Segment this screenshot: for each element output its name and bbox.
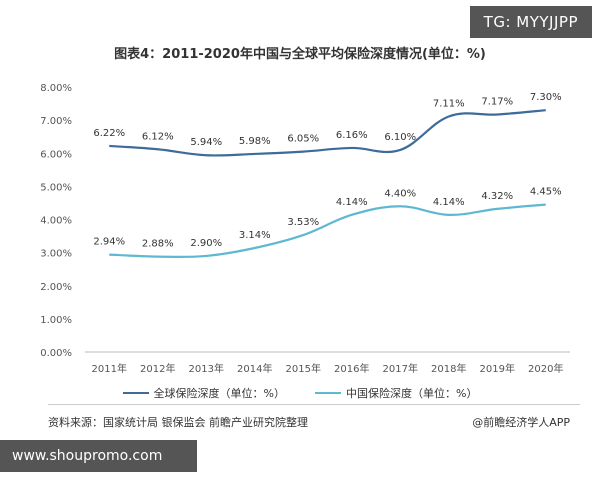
data-label: 6.10%: [384, 132, 416, 143]
x-tick-label: 2013年: [189, 362, 224, 375]
x-tick-label: 2015年: [286, 362, 321, 375]
x-tick-label: 2019年: [480, 362, 515, 375]
series-line-china: [109, 203, 546, 259]
x-tick-label: 2018年: [431, 362, 466, 375]
y-tick-label: 3.00%: [40, 249, 72, 260]
chart-legend: 全球保险深度（单位：%） 中国保险深度（单位：%）: [0, 385, 600, 401]
source-divider: [48, 404, 580, 405]
chart-title: 图表4：2011-2020年中国与全球平均保险深度情况(单位：%): [114, 47, 486, 62]
series-line-global: [109, 109, 546, 157]
data-label: 4.32%: [481, 191, 513, 202]
data-label: 5.98%: [239, 136, 271, 147]
legend-label-global: 全球保险深度（单位：%）: [153, 387, 285, 400]
data-label: 3.14%: [239, 230, 271, 241]
data-label: 6.05%: [287, 134, 319, 145]
data-label: 3.53%: [287, 217, 319, 228]
y-tick-label: 4.00%: [40, 216, 72, 227]
x-tick-label: 2012年: [140, 362, 175, 375]
source-text: 资料来源：国家统计局 银保监会 前瞻产业研究院整理: [48, 416, 308, 429]
legend-item-china: 中国保险深度（单位：%）: [315, 385, 477, 401]
y-tick-label: 1.00%: [40, 315, 72, 326]
x-tick-label: 2020年: [528, 362, 563, 375]
x-tick-label: 2014年: [237, 362, 272, 375]
data-label: 7.30%: [530, 92, 562, 103]
data-label: 6.22%: [93, 128, 125, 139]
data-label: 2.90%: [190, 238, 222, 249]
y-tick-label: 6.00%: [40, 149, 72, 160]
data-label: 7.17%: [481, 96, 513, 107]
data-label: 4.45%: [530, 187, 562, 198]
watermark-badge: TG: MYYJJPP: [469, 6, 592, 38]
data-label: 4.40%: [384, 188, 416, 199]
data-label: 5.94%: [190, 137, 222, 148]
legend-label-china: 中国保险深度（单位：%）: [346, 387, 478, 400]
data-label: 6.16%: [336, 130, 368, 141]
y-tick-label: 2.00%: [40, 282, 72, 293]
y-tick-label: 7.00%: [40, 116, 72, 127]
data-label: 6.12%: [142, 131, 174, 142]
url-banner: www.shoupromo.com: [0, 440, 197, 472]
x-tick-label: 2017年: [383, 362, 418, 375]
legend-swatch-china: [315, 392, 341, 394]
legend-item-global: 全球保险深度（单位：%）: [122, 385, 285, 401]
data-label: 4.14%: [336, 197, 368, 208]
legend-swatch-global: [122, 392, 149, 394]
data-label: 4.14%: [433, 197, 465, 208]
x-tick-label: 2011年: [92, 362, 127, 375]
data-label: 2.88%: [142, 239, 174, 250]
y-tick-label: 8.00%: [40, 83, 72, 94]
data-label: 2.94%: [93, 237, 125, 248]
credit-text: @前瞻经济学人APP: [472, 416, 570, 429]
data-label: 7.11%: [433, 98, 465, 109]
y-tick-label: 5.00%: [40, 182, 72, 193]
x-tick-label: 2016年: [334, 362, 369, 375]
y-tick-label: 0.00%: [40, 348, 72, 359]
